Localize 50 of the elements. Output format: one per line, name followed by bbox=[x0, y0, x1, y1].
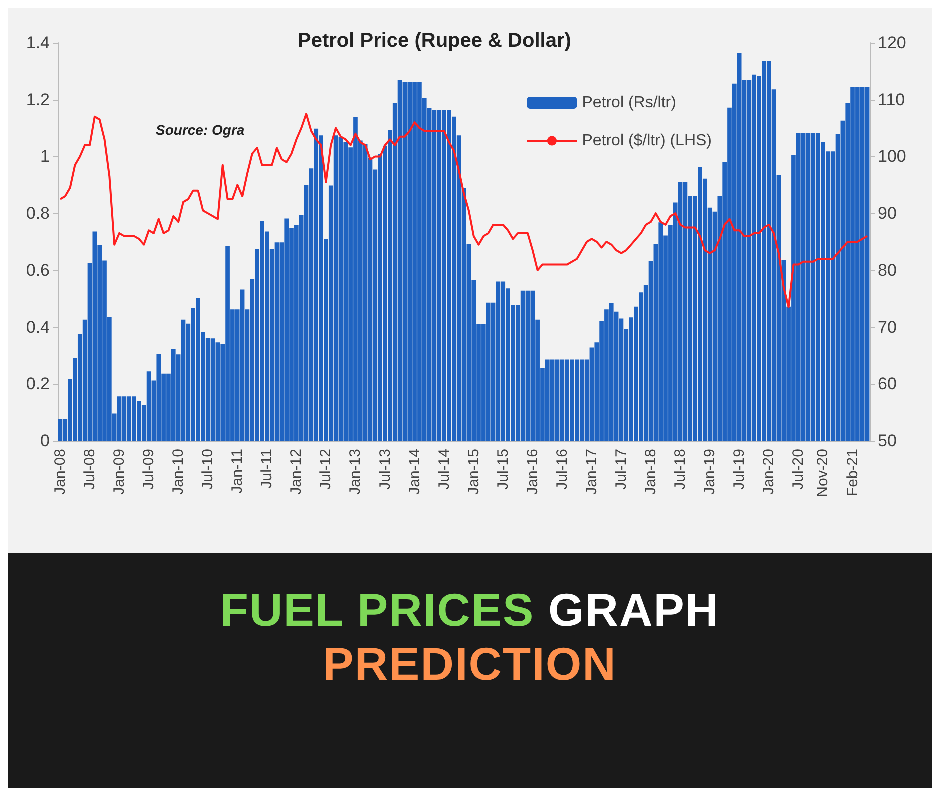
x-tick-label: Jul-13 bbox=[376, 449, 394, 490]
y-tick-label: 0 bbox=[40, 432, 50, 450]
x-tick-label: Jul-18 bbox=[672, 449, 690, 490]
x-tick-label: Jul-19 bbox=[731, 449, 748, 490]
x-tick-label: Jul-12 bbox=[318, 449, 335, 490]
x-tick-label: Jan-15 bbox=[465, 449, 482, 495]
y-tick-label: 1.4 bbox=[26, 34, 50, 52]
x-tick-label: Feb-21 bbox=[844, 449, 862, 497]
x-tick-label: Jan-16 bbox=[524, 449, 542, 495]
y2-tick-label: 90 bbox=[878, 204, 897, 224]
legend-label: Petrol ($/ltr) (LHS) bbox=[582, 132, 712, 150]
y-tick-label: 1.2 bbox=[26, 90, 50, 110]
y-tick-label: 0.8 bbox=[26, 204, 50, 224]
x-tick-label: Jul-08 bbox=[81, 449, 98, 490]
y-tick-label: 0.2 bbox=[26, 374, 50, 394]
x-tick-label: Jan-10 bbox=[170, 449, 188, 495]
y2-tick-label: 120 bbox=[878, 34, 906, 52]
y-tick-label: 0.6 bbox=[26, 260, 50, 280]
x-tick-label: Jan-19 bbox=[702, 449, 719, 495]
y2-tick-label: 110 bbox=[878, 90, 906, 110]
chart-title: Petrol Price (Rupee & Dollar) bbox=[298, 30, 572, 52]
x-tick-label: Jan-13 bbox=[347, 449, 364, 495]
x-tick-label: Nov-20 bbox=[814, 449, 832, 498]
y2-tick-label: 60 bbox=[878, 374, 897, 394]
y2-tick-label: 100 bbox=[878, 147, 906, 166]
x-tick-label: Jul-10 bbox=[200, 449, 217, 490]
x-tick-label: Jan-20 bbox=[760, 449, 778, 495]
x-tick-label: Jan-08 bbox=[52, 449, 69, 495]
y2-tick-label: 80 bbox=[878, 260, 897, 280]
x-tick-label: Jul-20 bbox=[790, 449, 808, 490]
annotation: Source: Ogra bbox=[156, 122, 245, 138]
legend-label: Petrol (Rs/ltr) bbox=[582, 94, 676, 112]
x-tick-label: Jan-09 bbox=[111, 449, 128, 495]
x-tick-label: Jul-15 bbox=[494, 449, 512, 490]
x-tick-label: Jul-09 bbox=[140, 449, 158, 490]
x-tick-label: Jul-17 bbox=[612, 449, 630, 490]
y-tick-label: 0.4 bbox=[26, 318, 50, 337]
x-tick-label: Jul-16 bbox=[554, 449, 571, 490]
x-tick-label: Jul-14 bbox=[436, 449, 453, 490]
y2-tick-label: 50 bbox=[878, 432, 897, 450]
y-tick-label: 1 bbox=[40, 147, 50, 166]
x-tick-label: Jan-18 bbox=[642, 449, 660, 495]
text: FUEL PRICES GRAPH PREDICTION bbox=[220, 584, 720, 690]
x-tick-label: Jan-11 bbox=[229, 449, 246, 494]
x-tick-label: Jan-12 bbox=[288, 449, 306, 495]
y2-tick-label: 70 bbox=[878, 318, 897, 337]
line-series bbox=[59, 113, 869, 308]
x-tick-label: Jul-11 bbox=[258, 449, 276, 489]
x-tick-label: Jan-17 bbox=[583, 449, 600, 495]
x-tick-label: Jan-14 bbox=[406, 449, 424, 495]
